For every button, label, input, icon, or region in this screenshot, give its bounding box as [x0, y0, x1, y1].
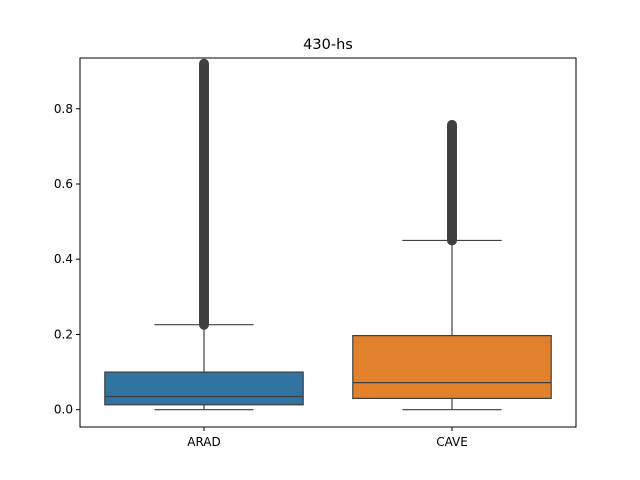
y-tick-label: 0.6 [54, 177, 73, 191]
y-tick-label: 0.2 [54, 327, 73, 341]
iqr-box [104, 371, 304, 406]
y-tick-label: 0.0 [54, 403, 73, 417]
plot-area [104, 58, 552, 411]
x-axis: ARAD CAVE [187, 427, 468, 449]
chart-title: 430-hs [303, 37, 353, 53]
iqr-box [352, 334, 552, 400]
outlier-point [199, 58, 209, 69]
y-axis: 0.0 0.2 0.4 0.6 0.8 [54, 102, 80, 417]
box-cave [352, 119, 552, 411]
outlier-points [447, 119, 457, 246]
axes-frame [79, 57, 577, 428]
outlier-points [199, 58, 209, 330]
outlier-point [447, 119, 457, 130]
box-arad [104, 58, 304, 411]
x-tick-label: ARAD [187, 435, 221, 449]
y-tick-label: 0.8 [54, 102, 73, 116]
x-tick-label: CAVE [436, 435, 468, 449]
y-tick-label: 0.4 [54, 252, 73, 266]
